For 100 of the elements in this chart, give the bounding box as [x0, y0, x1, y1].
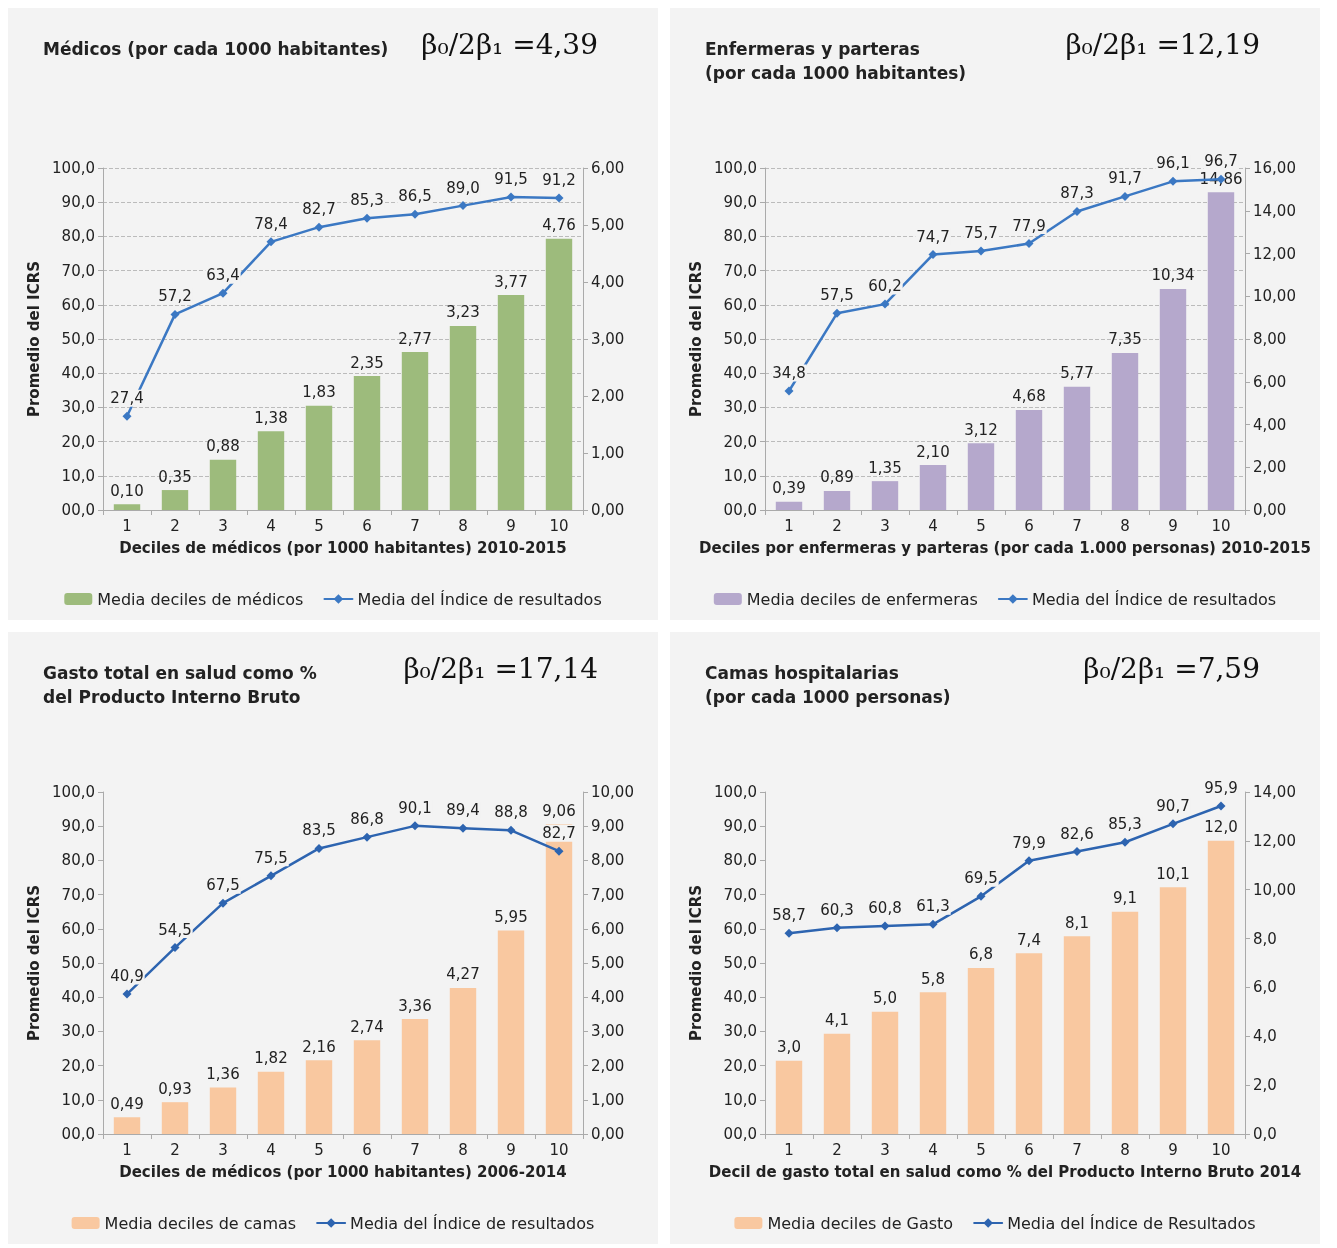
legend-label: Media deciles de camas	[104, 1213, 297, 1233]
y-tick-label: 20,0	[723, 1056, 757, 1075]
y-tick-label: 70,0	[723, 261, 757, 280]
data-label: 3,12	[964, 420, 998, 439]
data-label: 3,0	[777, 1038, 801, 1057]
point	[928, 250, 938, 260]
data-label: 96,1	[1156, 154, 1190, 173]
x-tick-label: 4	[928, 1140, 938, 1159]
y2-tick-label: 9,00	[591, 817, 625, 836]
y2-tick-label: 1,00	[591, 1090, 625, 1109]
bar	[209, 459, 237, 510]
x-tick-label: 2	[170, 1140, 180, 1159]
bar	[775, 1060, 803, 1134]
data-label: 3,23	[446, 303, 480, 322]
y-axis-title: Promedio del ICRS	[686, 260, 705, 418]
y2-tick-label: 8,00	[1253, 330, 1287, 348]
y-tick-label: 100,0	[52, 159, 95, 177]
x-tick-label: 10	[549, 1140, 569, 1159]
y2-tick-label: 4,00	[1253, 415, 1287, 434]
bar	[113, 1117, 141, 1134]
bar	[967, 443, 995, 510]
x-tick-label: 5	[314, 1140, 324, 1159]
bar	[545, 238, 573, 510]
x-tick-label: 9	[1168, 1140, 1178, 1159]
y-tick-label: 100,0	[714, 159, 757, 177]
y-tick-label: 70,0	[61, 885, 95, 904]
y2-tick-label: 2,0	[1253, 1076, 1277, 1095]
point	[122, 411, 132, 421]
bar	[401, 1019, 429, 1134]
bar	[919, 465, 947, 510]
data-label: 5,95	[494, 908, 528, 927]
point	[362, 213, 372, 223]
x-tick-label: 1	[122, 516, 132, 535]
data-label: 85,3	[350, 191, 384, 210]
y2-tick-label: 4,00	[591, 988, 625, 1007]
chart-title: Médicos (por cada 1000 habitantes)	[43, 39, 389, 59]
x-tick-label: 3	[880, 1140, 890, 1159]
y-tick-label: 30,0	[61, 1022, 95, 1041]
point	[1168, 819, 1178, 829]
chart-title: Gasto total en salud como % del Producto Interno Bruto	[43, 663, 317, 707]
bar	[305, 1060, 333, 1134]
data-label: 91,5	[494, 170, 528, 189]
data-label: 77,9	[1012, 216, 1046, 235]
x-tick-label: 3	[218, 516, 228, 535]
bar	[1111, 911, 1139, 1134]
point	[314, 222, 324, 232]
bar	[161, 1102, 189, 1134]
point	[832, 923, 842, 933]
x-tick-label: 1	[784, 516, 794, 535]
bar	[871, 1011, 899, 1134]
data-label: 5,77	[1060, 364, 1094, 383]
data-label: 87,3	[1060, 184, 1094, 203]
data-label: 7,35	[1108, 330, 1142, 349]
data-label: 57,2	[158, 287, 192, 306]
data-label: 91,2	[542, 171, 576, 190]
point	[362, 832, 372, 842]
y-tick-label: 20,0	[61, 1056, 95, 1075]
data-label: 1,38	[254, 408, 288, 427]
data-label: 82,7	[302, 200, 336, 219]
point	[218, 288, 228, 298]
bar	[823, 1033, 851, 1134]
chart-title: Enfermeras y parteras (por cada 1000 habitantes)	[705, 39, 967, 83]
point	[1168, 176, 1178, 186]
y2-tick-label: 0,00	[591, 501, 625, 519]
y2-tick-label: 12,00	[1253, 831, 1296, 850]
x-tick-label: 2	[832, 1140, 842, 1159]
y-tick-label: 60,0	[61, 919, 95, 938]
y2-tick-label: 6,0	[1253, 978, 1277, 997]
x-tick-label: 10	[549, 516, 569, 535]
data-label: 34,8	[772, 363, 806, 382]
legend-label: Media del Índice de resultados	[1031, 589, 1277, 609]
y-tick-label: 60,0	[723, 295, 757, 314]
legend-label: Media del Índice de resultados	[350, 1213, 595, 1233]
y2-tick-label: 7,00	[591, 885, 625, 904]
data-label: 79,9	[1012, 833, 1046, 852]
y-tick-label: 00,0	[723, 501, 757, 519]
bar	[823, 490, 851, 510]
data-label: 3,36	[398, 996, 432, 1015]
legend-label: Media del Índice de resultados	[357, 589, 602, 609]
y2-tick-label: 6,00	[1253, 372, 1287, 391]
y-tick-label: 10,0	[723, 466, 757, 485]
y2-tick-label: 1,00	[591, 444, 625, 462]
data-label: 83,5	[302, 821, 336, 840]
data-label: 89,4	[446, 801, 480, 820]
chart-title: Camas hospitalarias (por cada 1000 personas)	[705, 663, 951, 707]
point	[314, 843, 324, 853]
y-tick-label: 40,0	[61, 988, 95, 1007]
data-label: 2,74	[350, 1017, 384, 1036]
point	[976, 246, 986, 256]
y-tick-label: 70,0	[723, 885, 757, 904]
y2-tick-label: 5,00	[591, 954, 625, 972]
y2-tick-label: 2,00	[591, 387, 625, 405]
data-label: 27,4	[110, 389, 144, 408]
data-label: 60,8	[868, 899, 902, 918]
data-label: 10,1	[1156, 864, 1190, 883]
bar	[257, 431, 285, 510]
y-tick-label: 100,0	[714, 783, 757, 801]
x-tick-label: 9	[506, 516, 516, 535]
x-tick-label: 1	[122, 1140, 132, 1159]
y2-tick-label: 2,00	[591, 1056, 625, 1075]
